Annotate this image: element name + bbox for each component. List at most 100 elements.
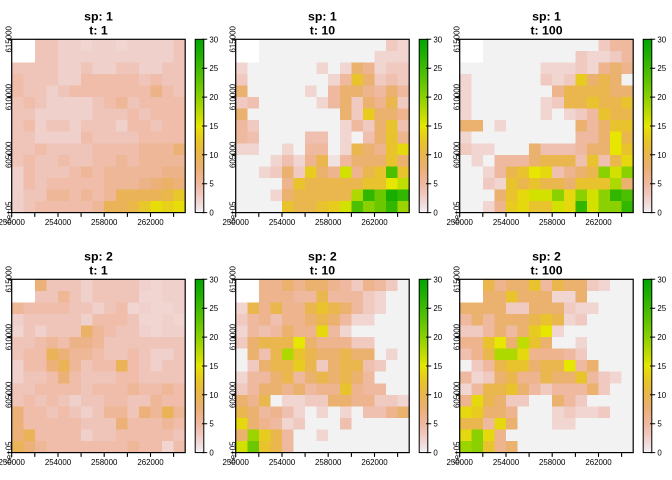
svg-text:30: 30	[657, 275, 666, 284]
svg-text:250000: 250000	[0, 218, 25, 227]
svg-text:25: 25	[657, 304, 666, 313]
svg-text:610000: 610000	[228, 323, 237, 350]
svg-text:25: 25	[433, 304, 442, 313]
svg-text:0: 0	[657, 209, 662, 218]
svg-text:6e+05: 6e+05	[452, 441, 461, 464]
svg-text:254000: 254000	[269, 458, 296, 467]
svg-text:sp: 1: sp: 1	[532, 10, 561, 24]
svg-text:262000: 262000	[137, 458, 164, 467]
svg-text:t: 100: t: 100	[530, 263, 562, 277]
svg-text:250000: 250000	[447, 458, 474, 467]
svg-text:605000: 605000	[228, 381, 237, 408]
svg-text:262000: 262000	[585, 458, 612, 467]
svg-text:20: 20	[657, 333, 666, 342]
svg-text:262000: 262000	[361, 218, 388, 227]
svg-text:250000: 250000	[447, 218, 474, 227]
svg-text:15: 15	[657, 122, 666, 131]
svg-text:t: 10: t: 10	[310, 23, 335, 37]
svg-text:5: 5	[209, 180, 214, 189]
svg-text:250000: 250000	[223, 458, 250, 467]
svg-text:258000: 258000	[539, 458, 566, 467]
svg-text:20: 20	[433, 93, 442, 102]
svg-text:254000: 254000	[493, 218, 520, 227]
svg-text:30: 30	[433, 275, 442, 284]
svg-text:262000: 262000	[585, 218, 612, 227]
svg-text:258000: 258000	[315, 458, 342, 467]
svg-text:258000: 258000	[315, 218, 342, 227]
svg-text:615000: 615000	[452, 266, 461, 293]
svg-text:10: 10	[433, 391, 442, 400]
svg-text:0: 0	[657, 449, 662, 458]
svg-text:6e+05: 6e+05	[4, 441, 13, 464]
svg-text:0: 0	[209, 209, 214, 218]
svg-text:262000: 262000	[137, 218, 164, 227]
svg-text:610000: 610000	[228, 83, 237, 110]
svg-text:605000: 605000	[228, 141, 237, 168]
svg-text:30: 30	[433, 35, 442, 44]
svg-text:6e+05: 6e+05	[228, 441, 237, 464]
svg-text:t: 10: t: 10	[310, 263, 335, 277]
svg-text:258000: 258000	[91, 218, 118, 227]
svg-text:6e+05: 6e+05	[452, 201, 461, 224]
svg-text:610000: 610000	[4, 323, 13, 350]
svg-text:10: 10	[209, 151, 218, 160]
svg-text:25: 25	[209, 64, 218, 73]
svg-text:t: 1: t: 1	[89, 23, 108, 37]
svg-text:610000: 610000	[452, 323, 461, 350]
svg-text:sp: 2: sp: 2	[308, 250, 337, 264]
svg-text:254000: 254000	[493, 458, 520, 467]
svg-text:615000: 615000	[228, 266, 237, 293]
svg-text:254000: 254000	[45, 218, 72, 227]
svg-text:5: 5	[657, 420, 662, 429]
svg-text:5: 5	[433, 180, 438, 189]
svg-text:sp: 2: sp: 2	[532, 250, 561, 264]
svg-text:250000: 250000	[223, 218, 250, 227]
svg-text:25: 25	[209, 304, 218, 313]
svg-text:15: 15	[209, 122, 218, 131]
svg-text:254000: 254000	[45, 458, 72, 467]
svg-text:0: 0	[433, 209, 438, 218]
svg-text:0: 0	[433, 449, 438, 458]
svg-text:15: 15	[433, 122, 442, 131]
svg-text:15: 15	[433, 362, 442, 371]
svg-text:sp: 2: sp: 2	[84, 250, 113, 264]
svg-text:615000: 615000	[4, 266, 13, 293]
svg-text:30: 30	[209, 35, 218, 44]
svg-text:25: 25	[657, 64, 666, 73]
svg-text:605000: 605000	[452, 381, 461, 408]
svg-text:30: 30	[209, 275, 218, 284]
svg-text:20: 20	[433, 333, 442, 342]
svg-text:5: 5	[209, 420, 214, 429]
svg-text:615000: 615000	[452, 26, 461, 53]
svg-text:258000: 258000	[539, 218, 566, 227]
svg-text:10: 10	[657, 151, 666, 160]
svg-text:30: 30	[657, 35, 666, 44]
svg-text:610000: 610000	[452, 83, 461, 110]
svg-text:610000: 610000	[4, 83, 13, 110]
svg-text:262000: 262000	[361, 458, 388, 467]
svg-text:t: 1: t: 1	[89, 263, 108, 277]
svg-text:10: 10	[657, 391, 666, 400]
svg-text:258000: 258000	[91, 458, 118, 467]
svg-text:20: 20	[657, 93, 666, 102]
svg-text:20: 20	[209, 333, 218, 342]
svg-text:20: 20	[209, 93, 218, 102]
svg-text:sp: 1: sp: 1	[308, 10, 337, 24]
svg-text:t: 100: t: 100	[530, 23, 562, 37]
svg-text:5: 5	[657, 180, 662, 189]
svg-text:605000: 605000	[4, 141, 13, 168]
svg-text:6e+05: 6e+05	[4, 201, 13, 224]
svg-text:605000: 605000	[452, 141, 461, 168]
svg-text:254000: 254000	[269, 218, 296, 227]
svg-text:5: 5	[433, 420, 438, 429]
svg-text:6e+05: 6e+05	[228, 201, 237, 224]
svg-text:250000: 250000	[0, 458, 25, 467]
svg-text:15: 15	[209, 362, 218, 371]
svg-text:10: 10	[433, 151, 442, 160]
svg-text:615000: 615000	[4, 26, 13, 53]
svg-text:sp: 1: sp: 1	[84, 10, 113, 24]
svg-text:0: 0	[209, 449, 214, 458]
svg-text:10: 10	[209, 391, 218, 400]
svg-text:615000: 615000	[228, 26, 237, 53]
svg-text:15: 15	[657, 362, 666, 371]
